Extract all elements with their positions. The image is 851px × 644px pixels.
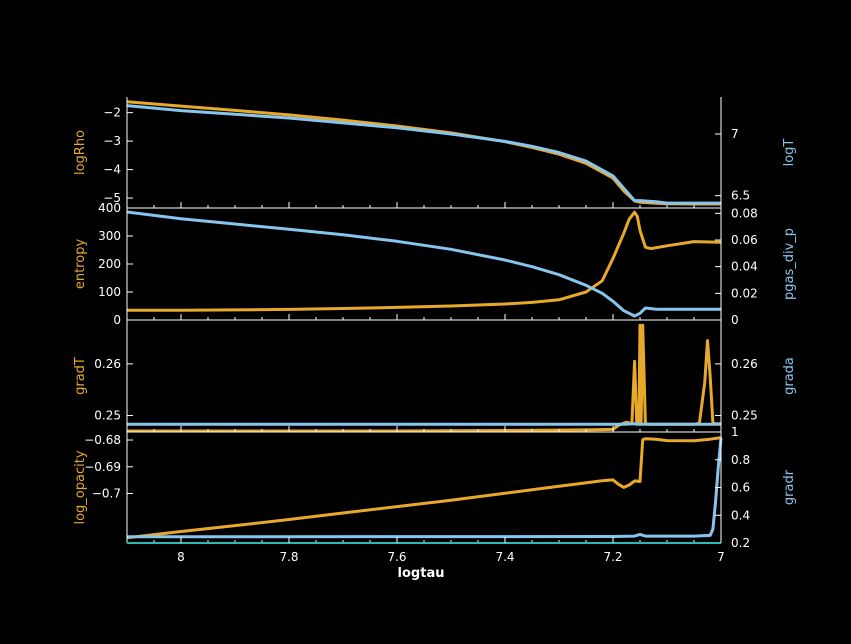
left-tick-label: −2	[103, 106, 121, 120]
left-tick-label: −5	[103, 191, 121, 205]
right-tick-label: 0.02	[731, 286, 758, 300]
left-tick-label: 400	[98, 201, 121, 215]
right-tick-label: 6.5	[731, 189, 750, 203]
left-tick-label: −4	[103, 163, 121, 177]
panels: −2 −3 −4 −5 7 6.5 logRho logT 0 100 200 300 400 0 0.02…	[73, 97, 797, 564]
right-axis-label: gradr	[782, 469, 797, 505]
right-axis-label: grada	[782, 357, 797, 395]
right-tick-label: 0.2	[731, 536, 750, 550]
right-tick-label: 1	[731, 425, 739, 439]
left-tick-label: 100	[98, 285, 121, 299]
panel-2-entropy-line	[127, 210, 722, 312]
x-tick-label: 7.6	[387, 550, 406, 564]
left-tick-label: −0.69	[84, 460, 121, 474]
right-tick-label: 0.26	[731, 357, 758, 371]
right-tick-label: 0.25	[731, 408, 758, 422]
left-axis-label: entropy	[73, 239, 88, 290]
x-axis-label: logtau	[398, 566, 445, 581]
right-tick-label: 0.4	[731, 508, 750, 522]
left-tick-label: −0.68	[84, 433, 121, 447]
x-tick-label: 7.4	[495, 550, 514, 564]
panel-2: 0 100 200 300 400 0 0.02 0.04 0.06 0.08 entropy pga…	[73, 201, 797, 327]
left-tick-label: 0.25	[94, 408, 121, 422]
right-tick-label: 0.04	[731, 260, 758, 274]
right-tick-label: 0.8	[731, 453, 750, 467]
left-tick-label: 200	[98, 257, 121, 271]
panel-4-log_opacity-line	[126, 436, 722, 540]
left-tick-label: −3	[103, 134, 121, 148]
panel-3: 0.25 0.26 0.25 0.26 gradT grada	[73, 320, 797, 433]
right-axis-label: pgas_div_p	[782, 228, 797, 300]
panel-3-grada-line	[127, 422, 721, 426]
left-tick-label: −0.7	[92, 487, 121, 501]
panel-1: −2 −3 −4 −5 7 6.5 logRho logT	[73, 97, 797, 209]
left-tick-label: 300	[98, 229, 121, 243]
x-tick-label: 8	[177, 550, 185, 564]
left-axis-label: log_opacity	[73, 450, 88, 524]
left-tick-label: 0	[113, 313, 121, 327]
right-tick-label: 0.08	[731, 206, 758, 220]
x-tick-label: 7.2	[603, 550, 622, 564]
left-tick-label: 0.26	[94, 357, 121, 371]
panel-2-pgas_div_p-line	[126, 210, 721, 318]
x-tick-label: 7.8	[279, 550, 298, 564]
right-tick-label: 0.6	[731, 481, 750, 495]
panel-4-gradr-line	[126, 437, 723, 539]
right-tick-label: 0.06	[731, 233, 758, 247]
panel-1-logT-line	[126, 104, 721, 205]
right-tick-label: 7	[731, 127, 739, 141]
left-axis-label: gradT	[73, 357, 88, 395]
right-axis-label: logT	[782, 139, 797, 167]
x-tick-label: 7	[717, 550, 725, 564]
right-tick-label: 0	[731, 313, 739, 327]
left-axis-label: logRho	[73, 130, 88, 175]
